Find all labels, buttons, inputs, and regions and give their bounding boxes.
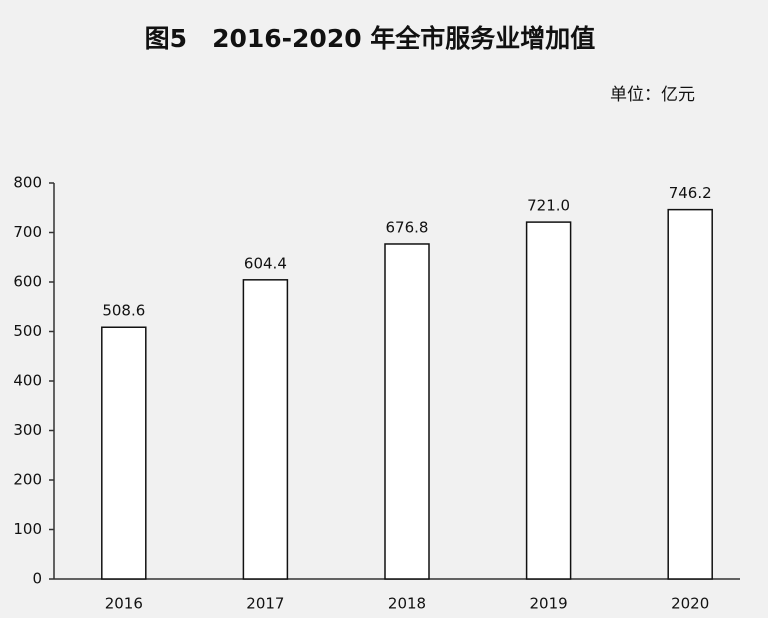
bar (101, 326, 147, 580)
bar (242, 279, 289, 580)
x-tick-label: 2016 (105, 595, 143, 613)
y-tick-label: 100 (13, 520, 42, 538)
bar (384, 243, 430, 580)
y-tick-label: 400 (13, 372, 42, 390)
x-tick-label: 2020 (671, 595, 709, 613)
chart-title: 图5 2016-2020 年全市服务业增加值 (145, 24, 596, 53)
y-tick-label: 800 (13, 174, 42, 192)
data-label: 508.6 (102, 302, 145, 320)
y-tick-label: 200 (13, 471, 42, 489)
data-label: 604.4 (244, 254, 287, 272)
x-tick-label: 2017 (246, 595, 284, 613)
y-tick-label: 500 (13, 322, 42, 340)
data-label: 721.0 (527, 197, 570, 215)
data-label: 676.8 (386, 218, 429, 236)
x-tick-label: 2018 (388, 595, 426, 613)
x-tick-label: 2019 (530, 595, 568, 613)
y-tick-label: 600 (13, 273, 42, 291)
unit-label: 单位：亿元 (610, 85, 695, 105)
bar (525, 221, 572, 580)
bar (667, 208, 713, 580)
y-tick-label: 700 (13, 223, 42, 241)
data-label: 746.2 (669, 184, 712, 202)
y-tick-label: 300 (13, 421, 42, 439)
y-tick-label: 0 (32, 570, 42, 588)
